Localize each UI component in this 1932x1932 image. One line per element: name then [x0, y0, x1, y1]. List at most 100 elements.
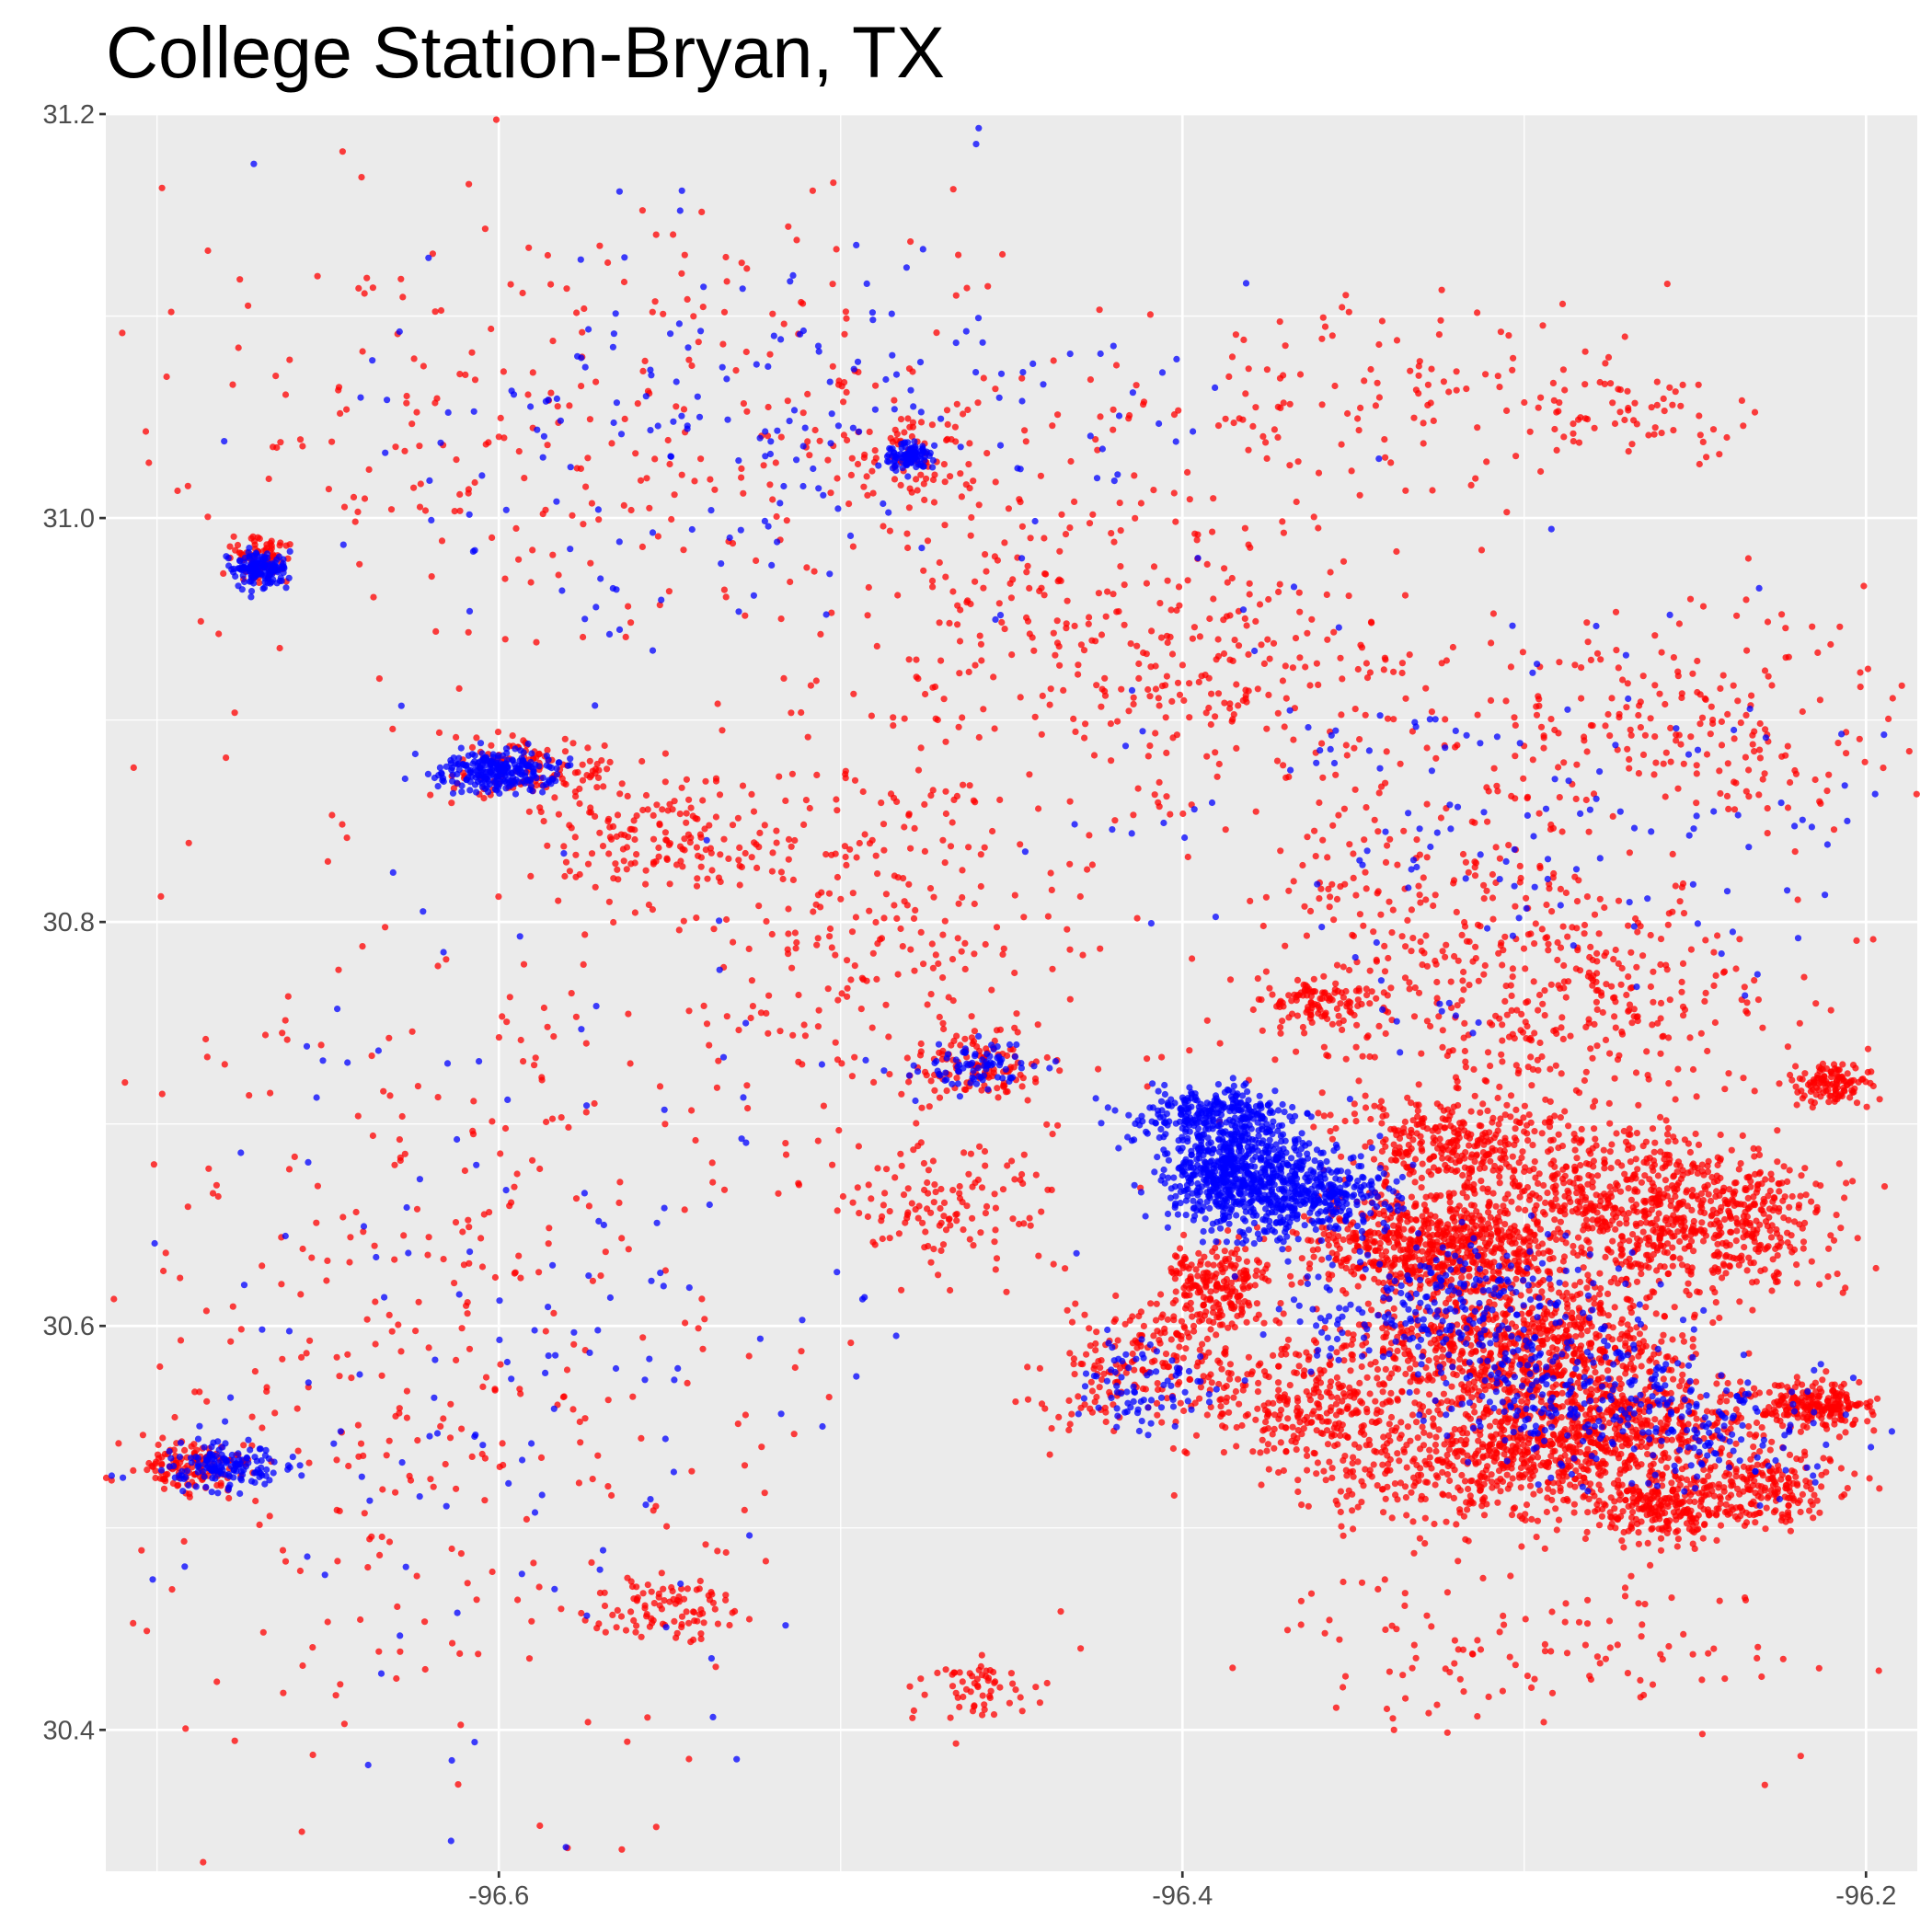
- data-point: [1535, 1344, 1542, 1351]
- data-point: [1480, 1512, 1489, 1519]
- data-point: [1657, 1547, 1665, 1554]
- data-point: [1711, 1463, 1719, 1470]
- data-point: [1414, 1434, 1421, 1442]
- data-point: [1458, 1274, 1466, 1282]
- data-point: [1433, 1100, 1441, 1108]
- data-point: [1506, 1340, 1513, 1348]
- data-point: [1718, 1229, 1725, 1236]
- data-point: [1610, 1211, 1617, 1218]
- data-point: [1592, 1135, 1599, 1143]
- data-point: [1804, 1081, 1812, 1088]
- data-point: [1745, 1254, 1753, 1261]
- data-point: [1231, 1250, 1238, 1258]
- data-point: [1490, 1301, 1498, 1308]
- data-point: [1818, 1483, 1825, 1490]
- data-point: [1153, 1300, 1160, 1307]
- data-point: [1525, 1287, 1533, 1294]
- data-point: [1676, 1255, 1684, 1262]
- data-point: [1736, 1490, 1743, 1498]
- data-point: [1261, 1407, 1269, 1414]
- data-point: [1300, 1371, 1307, 1378]
- data-point: [1284, 1415, 1292, 1422]
- data-point: [1592, 1369, 1599, 1376]
- data-point: [1324, 1236, 1331, 1243]
- data-point: [1758, 1207, 1765, 1214]
- data-point: [1367, 1115, 1374, 1123]
- data-point: [1548, 1205, 1556, 1213]
- data-point: [1382, 1136, 1389, 1144]
- data-point: [1697, 1208, 1705, 1215]
- data-point: [1578, 1248, 1585, 1256]
- data-point: [1397, 1419, 1405, 1426]
- data-point: [1577, 1290, 1584, 1297]
- data-point: [1851, 1470, 1858, 1478]
- data-point: [1535, 1383, 1542, 1391]
- data-point: [1501, 1233, 1510, 1241]
- data-point: [1514, 1182, 1522, 1190]
- data-point: [1534, 1221, 1541, 1228]
- data-point: [1769, 1481, 1777, 1489]
- data-point: [1257, 1449, 1264, 1456]
- data-point: [1767, 1234, 1776, 1241]
- data-point: [1453, 1521, 1460, 1528]
- data-point: [1277, 1407, 1285, 1414]
- data-point: [1420, 1202, 1428, 1209]
- data-point: [1446, 1112, 1454, 1120]
- data-point: [1721, 1215, 1729, 1224]
- data-point: [1792, 1083, 1800, 1090]
- data-point: [1813, 1399, 1821, 1408]
- data-point: [1808, 1198, 1815, 1205]
- data-point: [1263, 1261, 1271, 1269]
- data-point: [1483, 1407, 1490, 1414]
- data-point: [1516, 1193, 1524, 1201]
- data-point: [1857, 1400, 1864, 1408]
- data-point: [1756, 1221, 1764, 1228]
- data-point: [1512, 1449, 1519, 1456]
- data-point: [1744, 1205, 1752, 1213]
- data-point: [1632, 1220, 1639, 1227]
- data-point: [1091, 1398, 1098, 1406]
- data-point: [1713, 1380, 1720, 1387]
- data-point: [1670, 1133, 1677, 1141]
- data-point: [1809, 1501, 1816, 1509]
- data-point: [1242, 1275, 1249, 1282]
- data-point: [1478, 1225, 1486, 1233]
- data-point: [1454, 1321, 1461, 1328]
- data-point: [1584, 1509, 1592, 1516]
- data-point: [1222, 1345, 1229, 1352]
- data-point: [1589, 1225, 1596, 1232]
- data-point: [1828, 1381, 1835, 1388]
- data-point: [1486, 1422, 1494, 1430]
- data-point: [1333, 1374, 1340, 1381]
- data-point: [1570, 1248, 1577, 1257]
- data-point: [1398, 1153, 1406, 1160]
- data-point: [1497, 1351, 1504, 1359]
- data-point: [1732, 1237, 1740, 1245]
- data-point: [1555, 1144, 1562, 1152]
- data-point: [1376, 1239, 1384, 1247]
- data-point: [1112, 1292, 1120, 1299]
- data-point: [1638, 1363, 1645, 1370]
- data-point: [1529, 1320, 1536, 1328]
- data-point: [1355, 1321, 1363, 1328]
- data-point: [1384, 1466, 1391, 1474]
- data-point: [1462, 1410, 1469, 1418]
- data-point: [1798, 1395, 1805, 1402]
- data-point: [1478, 1178, 1485, 1185]
- data-point: [1424, 1376, 1432, 1384]
- data-point: [1265, 1277, 1272, 1284]
- data-point: [1293, 1446, 1300, 1454]
- data-point: [1282, 1424, 1290, 1432]
- data-point: [1714, 1248, 1721, 1256]
- data-point: [1638, 1461, 1645, 1468]
- data-point: [1759, 1472, 1766, 1479]
- data-point: [1538, 1130, 1546, 1137]
- data-point: [1530, 1490, 1537, 1498]
- data-point: [1625, 1142, 1632, 1149]
- data-point: [1375, 1210, 1383, 1217]
- data-point: [1761, 1487, 1769, 1494]
- data-point: [1676, 1383, 1684, 1390]
- data-point: [1204, 1260, 1212, 1268]
- data-point: [1854, 1235, 1861, 1242]
- data-point: [1468, 1394, 1476, 1401]
